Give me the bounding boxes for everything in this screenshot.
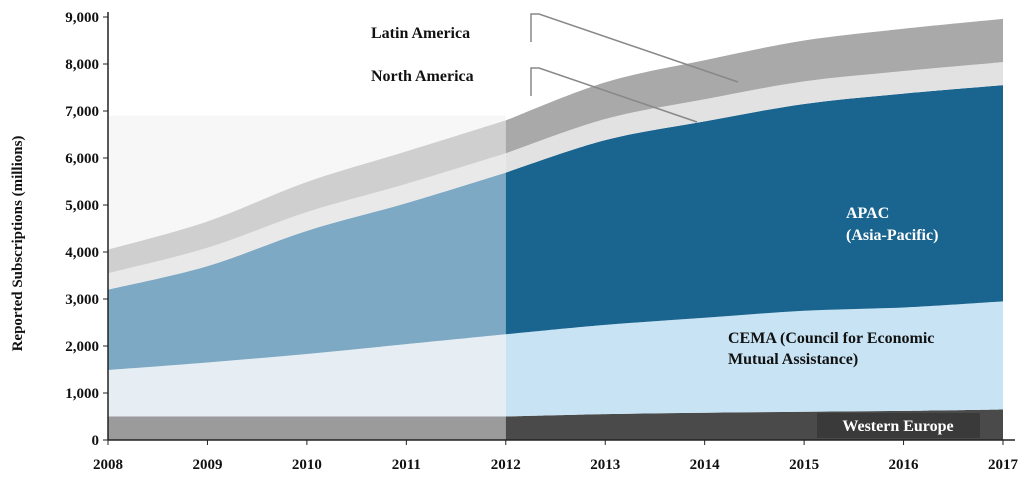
area-cema-forecast <box>505 301 1003 417</box>
x-tick-label: 2014 <box>690 457 721 473</box>
area-latin-america-actual <box>108 120 506 274</box>
label-apac-line1: APAC <box>846 205 889 222</box>
leader-line-north-america <box>530 67 698 123</box>
x-tick-label: 2008 <box>93 457 123 473</box>
leader-line-latin-america <box>530 13 739 83</box>
y-tick-label: 3,000 <box>65 292 99 308</box>
label-latin-america: Latin America <box>371 25 470 42</box>
label-north-america: North America <box>371 68 474 85</box>
y-tick-label: 1,000 <box>65 386 99 402</box>
area-apac-actual <box>108 172 506 370</box>
x-tick-label: 2009 <box>192 457 222 473</box>
y-tick-label: 0 <box>92 433 100 449</box>
area-apac-forecast <box>505 85 1003 335</box>
label-cema-line2: Mutual Assistance) <box>728 351 858 368</box>
y-tick-label: 8,000 <box>65 57 99 73</box>
x-tick-label: 2013 <box>590 457 620 473</box>
x-tick-label: 2010 <box>292 457 322 473</box>
x-tick-label: 2011 <box>392 457 421 473</box>
label-western-europe-box <box>817 413 980 438</box>
area-cema-actual <box>108 334 506 417</box>
area-western-europe-actual <box>108 416 506 440</box>
x-tick-label: 2012 <box>491 457 521 473</box>
x-tick-label: 2017 <box>988 457 1019 473</box>
y-tick-label: 2,000 <box>65 339 99 355</box>
y-axis-title: Reported Subscriptions (millions) <box>10 136 26 352</box>
area-latin-america-forecast <box>505 18 1003 154</box>
label-cema-line1: CEMA (Council for Economic <box>728 330 934 347</box>
y-tick-label: 5,000 <box>65 198 99 214</box>
x-tick-label: 2016 <box>889 457 920 473</box>
y-tick-label: 6,000 <box>65 151 99 167</box>
area-north-america-forecast <box>505 62 1003 173</box>
y-tick-label: 7,000 <box>65 104 99 120</box>
label-apac-line2: (Asia-Pacific) <box>846 227 938 244</box>
area-north-america-actual <box>108 153 506 290</box>
y-tick-label: 9,000 <box>65 10 99 26</box>
x-tick-label: 2015 <box>789 457 819 473</box>
y-tick-label: 4,000 <box>65 245 99 261</box>
label-western-europe: Western Europe <box>842 418 953 435</box>
